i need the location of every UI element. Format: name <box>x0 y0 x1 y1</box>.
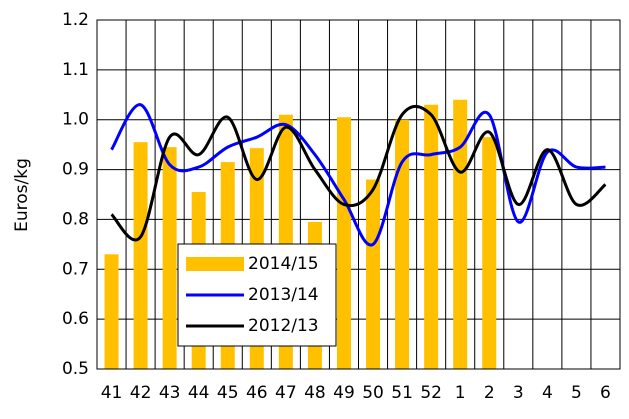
legend-label: 2013/14 <box>248 285 319 305</box>
y-tick-label: 0.9 <box>62 160 89 180</box>
bar <box>482 137 497 369</box>
x-tick-label: 3 <box>513 383 524 403</box>
x-tick-label: 1 <box>455 383 466 403</box>
bar <box>162 147 177 369</box>
x-tick-label: 5 <box>571 383 582 403</box>
x-tick-label: 42 <box>130 383 152 403</box>
x-tick-label: 4 <box>542 383 553 403</box>
bar <box>366 179 381 369</box>
x-tick-label: 2 <box>484 383 495 403</box>
legend-label: 2014/15 <box>248 254 319 274</box>
bar <box>395 119 410 369</box>
y-tick-label: 0.7 <box>62 259 89 279</box>
plot-border <box>96 19 621 370</box>
x-tick-label: 46 <box>246 383 268 403</box>
y-tick-label: 1.0 <box>62 110 89 130</box>
y-axis-label: Euros/kg <box>12 158 32 232</box>
x-tick-label: 44 <box>188 383 210 403</box>
x-tick-label: 43 <box>159 383 181 403</box>
bar <box>104 254 119 369</box>
legend-swatch <box>186 257 244 271</box>
bar <box>133 142 148 369</box>
x-tick-label: 45 <box>217 383 239 403</box>
legend: 2014/15 2013/14 2012/13 <box>177 243 337 347</box>
y-tick-label: 0.5 <box>62 359 89 379</box>
line <box>110 103 606 247</box>
bar <box>424 104 439 369</box>
y-tick-label: 0.6 <box>62 309 89 329</box>
y-tick-label: 1.1 <box>62 60 89 80</box>
legend-label: 2012/13 <box>248 316 319 336</box>
y-tick-label: 1.2 <box>62 10 89 30</box>
x-tick-label: 51 <box>391 383 413 403</box>
x-tick-label: 49 <box>333 383 355 403</box>
x-tick-label: 47 <box>275 383 297 403</box>
x-tick-label: 6 <box>600 383 611 403</box>
y-tick-label: 0.8 <box>62 209 89 229</box>
x-tick-label: 50 <box>362 383 384 403</box>
bar <box>336 117 351 369</box>
x-tick-label: 41 <box>101 383 123 403</box>
line <box>110 104 607 242</box>
x-tick-label: 48 <box>304 383 326 403</box>
x-tick-label: 52 <box>420 383 442 403</box>
